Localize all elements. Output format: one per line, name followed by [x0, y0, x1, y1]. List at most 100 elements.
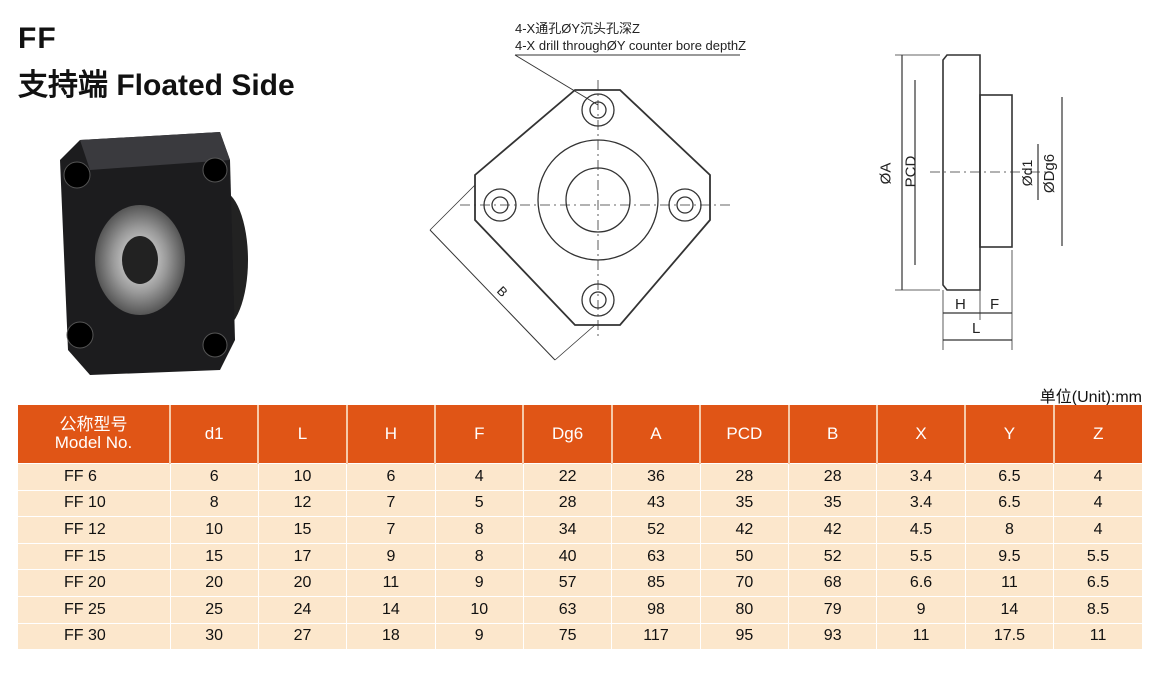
front-view-drawing	[429, 54, 740, 361]
value-cell: 57	[522, 569, 612, 597]
column-header-text: Model No.	[54, 433, 133, 452]
column-header-text: X	[915, 424, 927, 443]
value-cell: 68	[788, 569, 877, 597]
value-cell: 4	[1053, 516, 1142, 544]
model-cell: FF 6	[18, 463, 170, 491]
value-cell: 5.5	[876, 542, 966, 570]
value-cell: 63	[522, 595, 612, 624]
value-cell: 6	[346, 463, 436, 491]
value-cell: 40	[522, 542, 612, 570]
value-cell: 11	[1053, 622, 1142, 650]
value-cell: 8	[434, 542, 524, 570]
value-cell: 7	[346, 516, 436, 544]
model-cell: FF 10	[18, 489, 170, 517]
value-cell: 17	[257, 542, 347, 570]
dim-pcd-label: PCD	[902, 155, 920, 188]
value-cell: 10	[434, 595, 524, 624]
value-cell: 42	[788, 516, 877, 544]
value-cell: 11	[346, 569, 436, 597]
value-cell: 79	[788, 595, 877, 624]
table-row: FF 30 30 27 18 9 75 117 95 93 11 17.5 11	[18, 622, 1142, 650]
value-cell: 15	[169, 542, 259, 570]
value-cell: 35	[699, 489, 789, 517]
value-cell: 27	[257, 622, 347, 650]
column-header-text: PCD	[726, 424, 763, 443]
value-cell: 36	[611, 463, 701, 491]
value-cell: 98	[611, 595, 701, 624]
column-header-text: F	[474, 424, 485, 443]
value-cell: 30	[169, 622, 259, 650]
value-cell: 11	[876, 622, 966, 650]
column-header-text: d1	[204, 424, 224, 443]
column-header: Y	[964, 405, 1054, 464]
value-cell: 22	[522, 463, 612, 491]
value-cell: 10	[169, 516, 259, 544]
dim-f-label: F	[990, 296, 1000, 313]
value-cell: 11	[964, 569, 1054, 597]
column-header-text: 公称型号	[59, 415, 128, 434]
value-cell: 4	[434, 463, 524, 491]
value-cell: 6.5	[964, 489, 1054, 517]
value-cell: 17.5	[964, 622, 1054, 650]
value-cell: 80	[699, 595, 789, 624]
value-cell: 14	[964, 595, 1054, 624]
value-cell: 9	[346, 542, 436, 570]
value-cell: 43	[611, 489, 701, 517]
column-header-text: B	[827, 424, 839, 443]
value-cell: 35	[788, 489, 877, 517]
value-cell: 14	[346, 595, 436, 624]
column-header: B	[787, 405, 877, 464]
column-header: PCD	[699, 405, 789, 464]
model-cell: FF 25	[18, 595, 170, 624]
column-header: F	[434, 405, 524, 464]
column-header: L	[257, 405, 347, 464]
value-cell: 63	[611, 542, 701, 570]
value-cell: 25	[169, 595, 259, 624]
value-cell: 24	[257, 595, 347, 624]
unit-label: 单位(Unit):mm	[1039, 389, 1142, 406]
dim-dg6-label: ØDg6	[1041, 153, 1059, 194]
value-cell: 52	[611, 516, 701, 544]
value-cell: 50	[699, 542, 789, 570]
value-cell: 85	[611, 569, 701, 597]
value-cell: 6	[169, 463, 259, 491]
value-cell: 15	[257, 516, 347, 544]
column-header-text: A	[650, 424, 662, 443]
column-header-text: Dg6	[552, 424, 584, 443]
table-row: FF 15 15 17 9 8 40 63 50 52 5.5 9.5 5.5	[18, 542, 1142, 570]
value-cell: 8.5	[1053, 595, 1142, 624]
value-cell: 28	[699, 463, 789, 491]
column-header: 公称型号 Model No.	[18, 405, 170, 464]
model-cell: FF 12	[18, 516, 170, 544]
column-header-text: L	[297, 424, 308, 443]
column-header: H	[345, 405, 436, 464]
value-cell: 4	[1053, 463, 1142, 491]
dim-h-label: H	[955, 296, 966, 313]
value-cell: 5.5	[1053, 542, 1142, 570]
value-cell: 18	[346, 622, 436, 650]
value-cell: 75	[522, 622, 612, 650]
side-view-drawing	[895, 54, 1063, 350]
value-cell: 12	[257, 489, 347, 517]
value-cell: 3.4	[876, 463, 966, 491]
value-cell: 20	[169, 569, 259, 597]
value-cell: 93	[788, 622, 877, 650]
table-row: FF 25 25 24 14 10 63 98 80 79 9 14 8.5	[18, 595, 1142, 624]
value-cell: 4.5	[876, 516, 966, 544]
value-cell: 9.5	[964, 542, 1054, 570]
column-header: Z	[1052, 405, 1142, 464]
spec-table: 公称型号 Model No. d1 L H F Dg6 A PCD B X Y Z FF 6 6 10 6 4 2…	[18, 405, 1142, 650]
column-header: A	[610, 405, 701, 464]
value-cell: 70	[699, 569, 789, 597]
value-cell: 5	[434, 489, 524, 517]
model-cell: FF 30	[18, 622, 170, 650]
column-header: d1	[168, 405, 259, 464]
value-cell: 28	[788, 463, 877, 491]
column-header: X	[875, 405, 966, 464]
model-cell: FF 15	[18, 542, 170, 570]
value-cell: 28	[522, 489, 612, 517]
dim-l-label: L	[972, 320, 981, 337]
value-cell: 8	[964, 516, 1054, 544]
value-cell: 42	[699, 516, 789, 544]
page-title: 支持端 Floated Side	[18, 69, 295, 102]
